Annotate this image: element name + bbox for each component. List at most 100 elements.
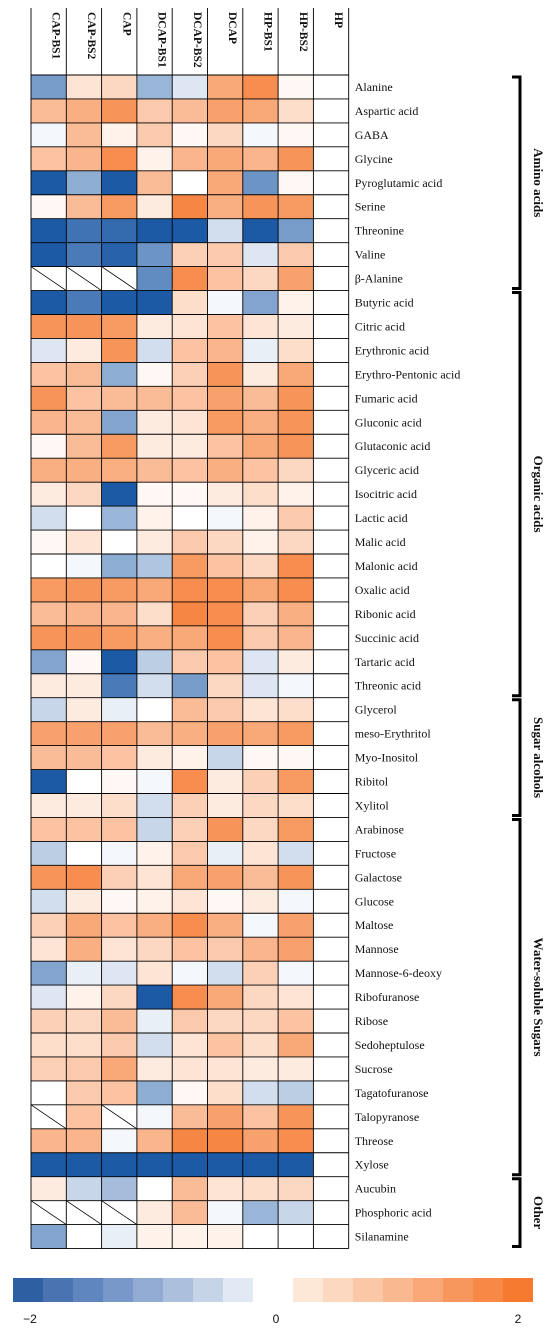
- heatmap-cell: [172, 577, 208, 602]
- heatmap-cell: [172, 1128, 208, 1153]
- heatmap-cell: [172, 290, 208, 315]
- heatmap-cell: [66, 697, 102, 722]
- heatmap-cell: [172, 242, 208, 267]
- heatmap-cell: [242, 242, 279, 267]
- heatmap-cell: [101, 625, 137, 650]
- heatmap-cell: [242, 841, 279, 866]
- heatmap-cell: [242, 434, 279, 459]
- heatmap-cell: [136, 1033, 173, 1057]
- heatmap-cell: [101, 937, 137, 962]
- heatmap-cell: [101, 146, 137, 171]
- heatmap-cell: [136, 314, 173, 339]
- heatmap-cell: [207, 793, 243, 818]
- heatmap-cell: [101, 721, 137, 746]
- heatmap-cell: [207, 1152, 243, 1177]
- heatmap-cell: [101, 601, 137, 626]
- heatmap-cell: [172, 841, 208, 866]
- heatmap-cell: [136, 625, 173, 650]
- heatmap-cell: [242, 1056, 279, 1081]
- heatmap-cell: [66, 937, 102, 962]
- heatmap-cell: [136, 913, 173, 938]
- heatmap-cell: [207, 1056, 243, 1081]
- heatmap-cell: [101, 1033, 137, 1057]
- heatmap-cell: [136, 434, 173, 459]
- heatmap-cell: [207, 865, 243, 890]
- heatmap-cell: [136, 841, 173, 866]
- heatmap-cell: [207, 1176, 243, 1201]
- heatmap-cell: [31, 1176, 67, 1201]
- heatmap-cell: [172, 1009, 208, 1033]
- heatmap-cell: [278, 242, 314, 267]
- heatmap-cell: [172, 530, 208, 554]
- heatmap-cell: [207, 1080, 243, 1105]
- group-label: Water-soluble Sugars: [531, 938, 546, 1057]
- heatmap-cell: [313, 1009, 349, 1033]
- group-label: Sugar alcohols: [531, 717, 546, 798]
- row-label: Galactose: [355, 870, 402, 884]
- heatmap-cell: [278, 1128, 314, 1153]
- heatmap-cell: [136, 530, 173, 554]
- heatmap-cell: [207, 290, 243, 315]
- heatmap-cell: [278, 1152, 314, 1177]
- heatmap-cell: [313, 961, 349, 986]
- heatmap-cell: [101, 793, 137, 818]
- heatmap-cell: [172, 386, 208, 411]
- heatmap-cell: [278, 985, 314, 1010]
- heatmap-cell: [313, 242, 349, 267]
- heatmap-cell: [313, 673, 349, 698]
- row-label: Ribitol: [355, 775, 389, 789]
- heatmap-cell: [313, 314, 349, 339]
- heatmap-cell: [242, 194, 279, 219]
- heatmap-cell: [66, 793, 102, 818]
- heatmap-cell: [101, 745, 137, 770]
- heatmap-cell: [66, 362, 102, 387]
- heatmap-cell: [278, 961, 314, 986]
- heatmap-cell: [278, 218, 314, 243]
- heatmap-cell: [66, 961, 102, 986]
- heatmap-cell: [136, 649, 173, 674]
- heatmap-cell: [313, 75, 349, 99]
- heatmap-cell: [207, 98, 243, 123]
- heatmap-cell: [278, 1033, 314, 1057]
- row-label: Succinic acid: [355, 631, 419, 645]
- heatmap-cell: [101, 817, 137, 842]
- heatmap-cell: [172, 218, 208, 243]
- row-label: Lactic acid: [355, 511, 408, 525]
- heatmap-cell: [136, 985, 173, 1010]
- heatmap-cell: [278, 75, 314, 99]
- row-label: Malic acid: [355, 535, 406, 549]
- heatmap-cell: [207, 482, 243, 507]
- heatmap-cell: [278, 554, 314, 578]
- heatmap-cell: [313, 817, 349, 842]
- heatmap-cell: [242, 913, 279, 938]
- heatmap-cell: [101, 554, 137, 578]
- heatmap-cell: [313, 458, 349, 483]
- heatmap-cell: [101, 1009, 137, 1033]
- heatmap-cell: [101, 577, 137, 602]
- colorbar-swatch: [383, 1278, 413, 1302]
- heatmap-cell: [31, 410, 67, 435]
- heatmap-cell: [66, 98, 102, 123]
- heatmap-cell: [278, 146, 314, 171]
- heatmap-cell: [207, 577, 243, 602]
- row-label: Tartaric acid: [355, 655, 415, 669]
- heatmap-cell: [242, 697, 279, 722]
- heatmap-cell: [313, 937, 349, 962]
- heatmap-cell: [207, 506, 243, 531]
- row-label: Pyroglutamic acid: [355, 176, 443, 190]
- colorbar-swatch: [503, 1278, 533, 1302]
- heatmap-cell: [101, 410, 137, 435]
- heatmap-cell: [207, 1128, 243, 1153]
- heatmap-cell: [66, 218, 102, 243]
- heatmap-cell: [31, 1224, 67, 1249]
- heatmap-cell: [66, 817, 102, 842]
- heatmap-cell: [278, 673, 314, 698]
- missing-value-slash: [66, 1200, 102, 1225]
- heatmap-cell: [278, 793, 314, 818]
- heatmap-cell: [242, 1009, 279, 1033]
- heatmap-cell: [31, 218, 67, 243]
- heatmap-cell: [172, 338, 208, 363]
- column-label: DCAP-BS1: [156, 12, 168, 68]
- colorbar-swatch: [473, 1278, 503, 1302]
- heatmap-cell: [31, 98, 67, 123]
